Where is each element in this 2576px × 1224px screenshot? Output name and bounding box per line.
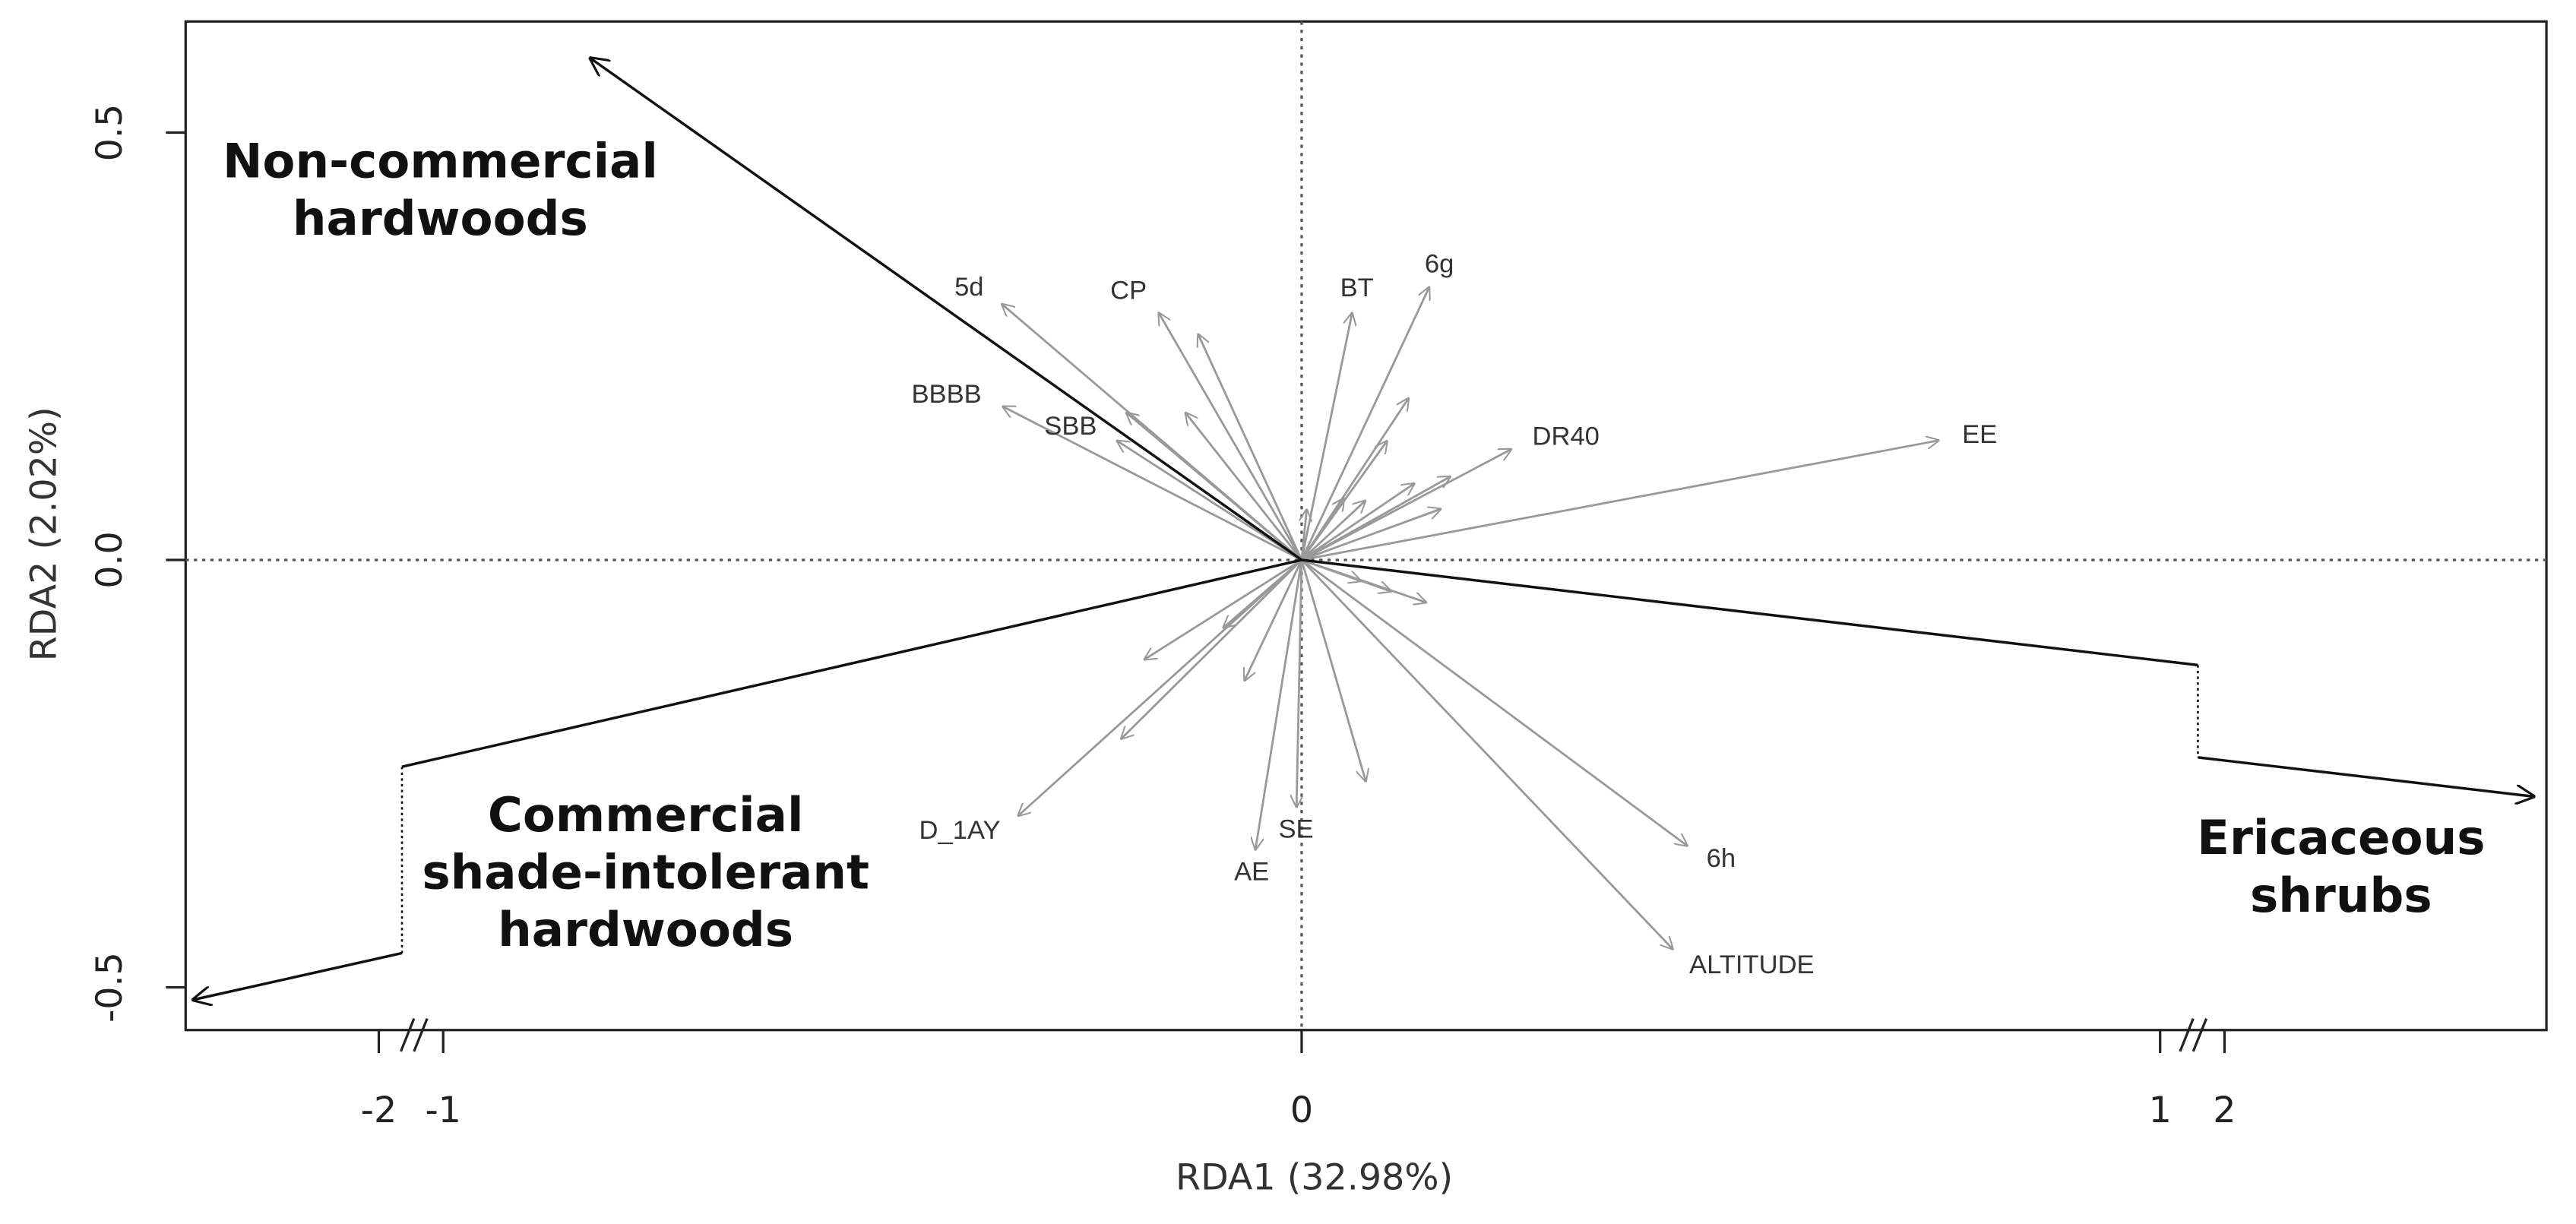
arrow: [1301, 500, 1366, 561]
x-axis-title: RDA1 (32.98%): [1176, 1156, 1453, 1198]
arrow-label: 5d: [954, 273, 983, 302]
arrow: [1302, 508, 1307, 561]
arrow: [1244, 559, 1303, 682]
y-tick-label: 0.0: [89, 531, 131, 589]
arrow: [1301, 558, 1362, 581]
axis-break: [400, 1017, 2208, 1052]
group-label: shrubs: [2250, 868, 2432, 923]
arrow: [1296, 559, 1302, 808]
arrow-label: EE: [1962, 420, 1997, 449]
arrow-label: DR40: [1533, 422, 1600, 451]
arrow-label: 6h: [1707, 844, 1736, 873]
arrow-label: SE: [1278, 815, 1313, 844]
y-axis-title: RDA2 (2.02%): [24, 406, 65, 661]
group-label: hardwoods: [293, 191, 588, 246]
x-tick-label: -1: [426, 1090, 461, 1131]
arrow-label: ALTITUDE: [1689, 950, 1815, 979]
arrow: [1223, 558, 1302, 628]
arrow: [1300, 559, 1366, 782]
arrow-label: AE: [1234, 858, 1269, 887]
arrow-label: SBB: [1044, 412, 1097, 441]
arrow-label: D_1AY: [919, 816, 1001, 845]
arrow: [1300, 286, 1429, 561]
arrow: [1301, 508, 1441, 561]
arrow: [1300, 498, 1344, 561]
group-arrow: [191, 951, 403, 1000]
group-arrow: [2198, 756, 2535, 797]
arrow: [1300, 559, 1673, 950]
group-arrow: [1301, 558, 2198, 667]
arrow: [1002, 405, 1302, 561]
group-label: shade-intolerant: [422, 845, 869, 900]
arrow: [1125, 412, 1302, 561]
group-label: hardwoods: [498, 902, 793, 957]
arrow: [1198, 334, 1303, 561]
plot-frame: [184, 20, 2548, 1032]
arrow: [1185, 412, 1303, 561]
arrow: [1301, 440, 1939, 561]
group-label: Non-commercial: [223, 133, 658, 188]
arrow-label: CP: [1110, 277, 1147, 305]
arrow: [1017, 558, 1302, 816]
arrow: [1255, 559, 1303, 850]
arrow-label: BBBB: [911, 380, 981, 409]
x-tick-label: -2: [361, 1090, 397, 1131]
arrow: [1144, 558, 1302, 660]
arrow: [1301, 558, 1688, 846]
group-arrow: [589, 58, 1302, 561]
group-arrow: [401, 558, 1302, 768]
group-label: Commercial: [488, 787, 804, 843]
arrow: [1301, 475, 1451, 561]
y-tick-label: 0.5: [89, 104, 131, 162]
arrow: [1121, 558, 1302, 739]
x-tick-label: 0: [1290, 1090, 1313, 1131]
x-tick-label: 2: [2213, 1090, 2236, 1131]
arrow: [1157, 312, 1303, 561]
arrow-label: BT: [1340, 274, 1374, 302]
group-label: Ericaceous: [2197, 810, 2485, 865]
arrow: [1301, 483, 1415, 561]
arrow-label: 6g: [1425, 250, 1454, 279]
x-tick-label: 1: [2149, 1090, 2172, 1131]
arrow: [1116, 440, 1302, 561]
y-tick-label: -0.5: [89, 952, 131, 1023]
